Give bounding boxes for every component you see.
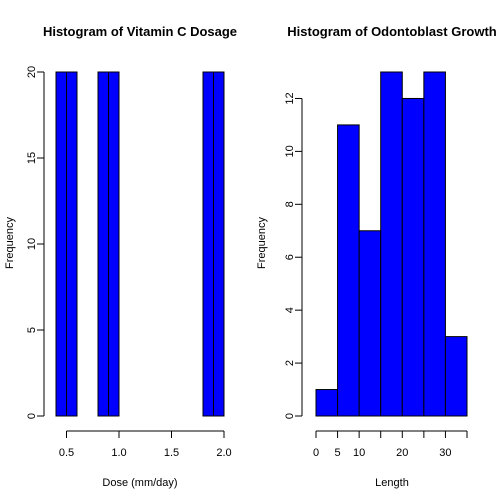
- x-tick-label: 5: [335, 447, 341, 459]
- x-axis: 0 5 10 20 30: [313, 430, 468, 459]
- histogram-bar: [213, 71, 225, 417]
- y-axis-label: Frequency: [256, 217, 268, 269]
- y-tick-label: 12: [284, 92, 296, 104]
- x-tick-label: 1.0: [111, 447, 126, 459]
- y-tick-label: 15: [26, 152, 38, 164]
- y-tick-label: 20: [26, 66, 38, 78]
- bars: [315, 71, 468, 417]
- histogram-bar: [108, 71, 120, 417]
- y-axis: 0 5 10 15 20: [26, 66, 45, 419]
- x-tick-label: 10: [353, 447, 365, 459]
- histogram-bar: [423, 71, 446, 417]
- y-axis: 0 2 4 6 8 10 12: [284, 92, 303, 419]
- x-tick-label: 30: [439, 447, 451, 459]
- y-tick-label: 10: [284, 145, 296, 157]
- x-tick-label: 20: [396, 447, 408, 459]
- histogram-bar: [55, 71, 67, 417]
- x-tick-label: 2.0: [216, 447, 231, 459]
- x-tick-label: 0.5: [59, 447, 74, 459]
- histogram-vitamin-c-dosage: Histogram of Vitamin C Dosage Dose (mm/d…: [4, 24, 237, 489]
- histogram-bar: [337, 124, 360, 417]
- histogram-bar: [202, 71, 214, 417]
- y-tick-label: 4: [284, 307, 296, 313]
- y-tick-label: 5: [26, 327, 38, 333]
- x-axis-label: Dose (mm/day): [102, 477, 177, 489]
- x-tick-label: 0: [313, 447, 319, 459]
- y-axis-label: Frequency: [4, 217, 16, 269]
- x-tick-label: 1.5: [164, 447, 179, 459]
- x-axis-label: Length: [375, 477, 409, 489]
- histogram-bar: [358, 230, 382, 417]
- y-tick-label: 10: [26, 238, 38, 250]
- bars: [55, 71, 225, 417]
- histogram-bar: [97, 71, 109, 417]
- histogram-bar: [315, 389, 339, 417]
- y-tick-label: 2: [284, 360, 296, 366]
- y-tick-label: 6: [284, 254, 296, 260]
- chart-title: Histogram of Odontoblast Growth: [287, 24, 496, 39]
- x-axis: 0.5 1.0 1.5 2.0: [59, 430, 232, 459]
- chart-title: Histogram of Vitamin C Dosage: [43, 24, 237, 39]
- histogram-bar: [380, 71, 403, 417]
- y-tick-label: 0: [284, 413, 296, 419]
- y-tick-label: 8: [284, 201, 296, 207]
- histogram-bar: [401, 97, 425, 417]
- y-tick-label: 0: [26, 413, 38, 419]
- histogram-bar: [444, 336, 468, 417]
- histogram-odontoblast-growth: Histogram of Odontoblast Growth Length F…: [256, 24, 497, 489]
- histogram-bar: [66, 71, 78, 417]
